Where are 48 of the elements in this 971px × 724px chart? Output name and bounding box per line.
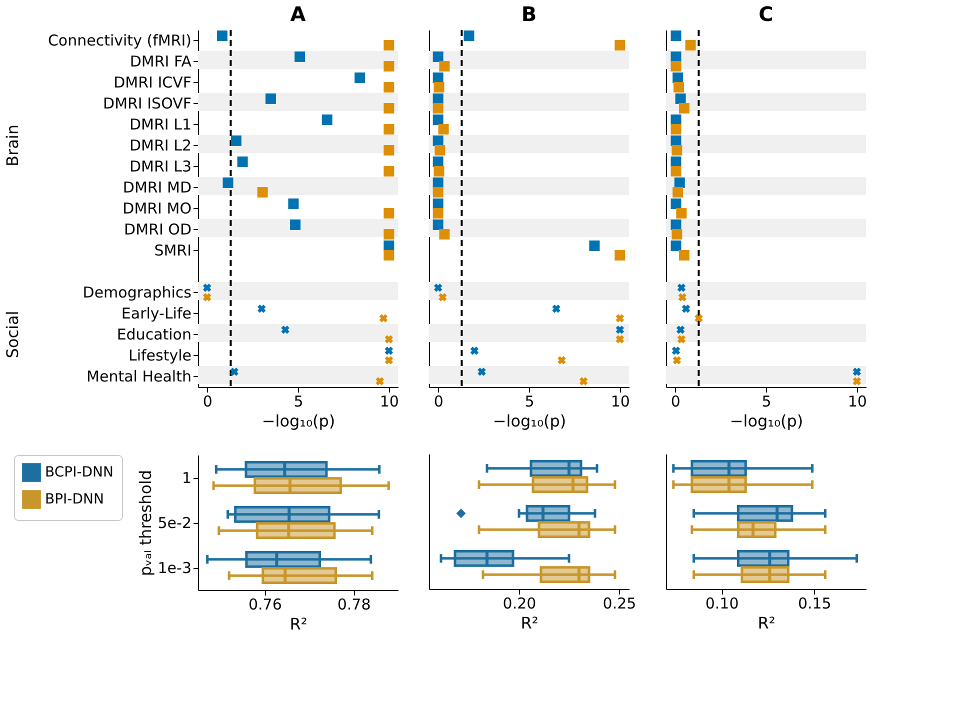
y-tick-label: 1e-3 (158, 559, 192, 577)
x-tick-label: 0.20 (502, 594, 536, 612)
y-tick-label: 1 (182, 469, 192, 487)
x-axis-title: R² (758, 614, 776, 632)
y-tick-label: DMRI ICVF (114, 74, 192, 92)
y-tick-label: 5e-2 (158, 514, 192, 532)
text: Brain (3, 124, 22, 166)
y-tick-label: DMRI L3 (129, 158, 192, 176)
y-tick-label: DMRI FA (130, 52, 192, 70)
x-axis-title: R² (520, 614, 538, 632)
x-tick-label: 0.25 (602, 594, 636, 612)
y-tick-label: DMRI L2 (129, 136, 192, 154)
legend-label: BCPI-DNN (45, 464, 114, 480)
y-tick-label: DMRI ISOVF (103, 94, 192, 112)
x-tick-label: 0.15 (798, 594, 832, 612)
chart-title: A (290, 2, 306, 26)
y-tick-label: Connectivity (fMRI) (48, 32, 192, 50)
x-tick-label: 10 (848, 392, 867, 410)
y-tick-label: DMRI OD (124, 220, 192, 238)
x-tick-label: 0.76 (248, 596, 282, 614)
y-tick-label: Demographics (82, 284, 192, 302)
y-tick-label: SMRI (154, 242, 192, 260)
y-tick-label: DMRI MO (122, 200, 192, 218)
y-tick-label: Education (116, 326, 192, 344)
text: Social (3, 310, 22, 358)
x-tick-label: 5 (294, 392, 304, 410)
x-tick-label: 0 (670, 392, 680, 410)
x-tick-label: 0.78 (337, 596, 371, 614)
y-tick-label: Lifestyle (128, 346, 192, 364)
x-tick-label: 0 (202, 392, 212, 410)
x-axis-title: R² (290, 614, 308, 634)
x-tick-label: 10 (380, 392, 399, 410)
x-tick-label: 5 (524, 392, 534, 410)
x-tick-label: 10 (610, 392, 630, 410)
x-axis-title: −log₁₀(p) (730, 412, 804, 430)
x-tick-label: 5 (762, 392, 772, 410)
y-tick-label: DMRI MD (122, 178, 192, 196)
x-axis-title: −log₁₀(p) (492, 412, 566, 430)
y-tick-label: DMRI L1 (129, 116, 192, 134)
x-tick-label: 0.10 (705, 594, 739, 612)
chart-title: C (758, 2, 774, 26)
legend-label: BPI-DNN (45, 492, 104, 508)
y-tick-label: Early-Life (121, 304, 192, 322)
x-axis-title: −log₁₀(p) (262, 412, 336, 430)
x-tick-label: 0 (434, 392, 444, 410)
y-axis-title: pᵥₐₗ threshold (136, 470, 155, 576)
chart-title: B (521, 2, 537, 26)
y-tick-label: Mental Health (86, 368, 192, 386)
